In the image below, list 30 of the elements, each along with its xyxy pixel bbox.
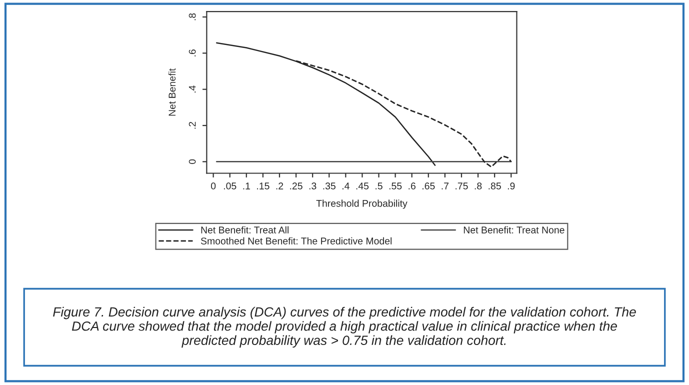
y-tick-label: .2 [188,122,196,129]
y-tick-label: 0 [188,159,196,164]
y-tick-label: .6 [188,50,196,56]
x-tick-label: .65 [422,182,435,190]
x-tick-label: .9 [508,182,515,190]
y-axis-title: Net Benefit [168,68,176,116]
x-tick-label: .4 [342,182,350,190]
x-tick-label: .8 [474,182,482,190]
caption: Figure 7. Decision curve analysis (DCA) curves of the predictive model for the validation cohort. The DCA curve showed that the model provided a high practical value in clinical practice when the predicted probability was > 0.75 in the validation cohort. [53,306,636,348]
y-tick-label: .8 [188,13,196,20]
x-tick-label: .25 [290,182,302,190]
x-tick-label: .75 [456,182,468,190]
x-tick-label: .6 [408,182,416,190]
x-tick-label: .7 [442,182,449,190]
legend-label: Smoothed Net Benefit: The Predictive Model [200,237,392,244]
x-tick-label: .1 [243,182,250,190]
x-tick-label: .3 [309,182,316,190]
x-axis-title: Threshold Probability [316,200,408,209]
x-tick-label: .45 [356,182,369,190]
legend-label: Net Benefit: Treat All [201,226,288,234]
x-tick-label: .85 [488,182,501,190]
x-tick-label: .15 [257,182,270,190]
x-tick-label: 0 [210,182,216,190]
x-tick-label: .35 [323,182,336,190]
legend-label: Net Benefit: Treat None [464,226,564,234]
x-tick-label: .05 [224,182,236,190]
x-tick-label: .55 [389,182,402,190]
y-tick-label: .4 [188,86,196,92]
x-tick-label: .5 [376,182,382,190]
x-tick-label: .2 [276,182,284,190]
